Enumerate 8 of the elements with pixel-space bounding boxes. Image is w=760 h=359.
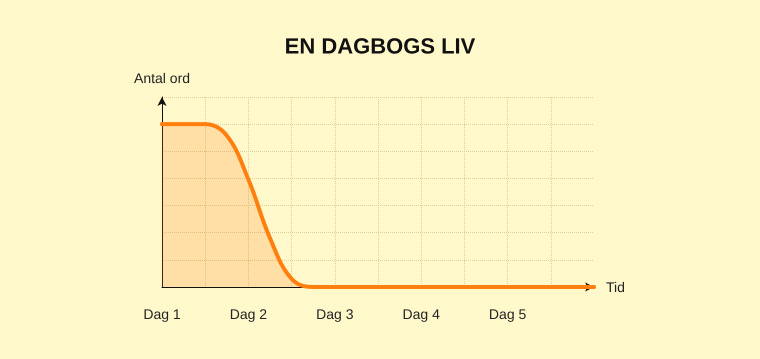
x-axis-title: Tid [606,279,625,295]
chart-title: EN DAGBOGS LIV [284,34,476,58]
x-tick-label: Dag 5 [488,306,526,322]
x-tick-label: Dag 1 [143,306,181,322]
x-tick-label: Dag 2 [230,306,268,322]
y-axis-title: Antal ord [134,70,190,86]
x-tick-label: Dag 3 [316,306,354,322]
x-tick-label: Dag 4 [402,306,440,322]
